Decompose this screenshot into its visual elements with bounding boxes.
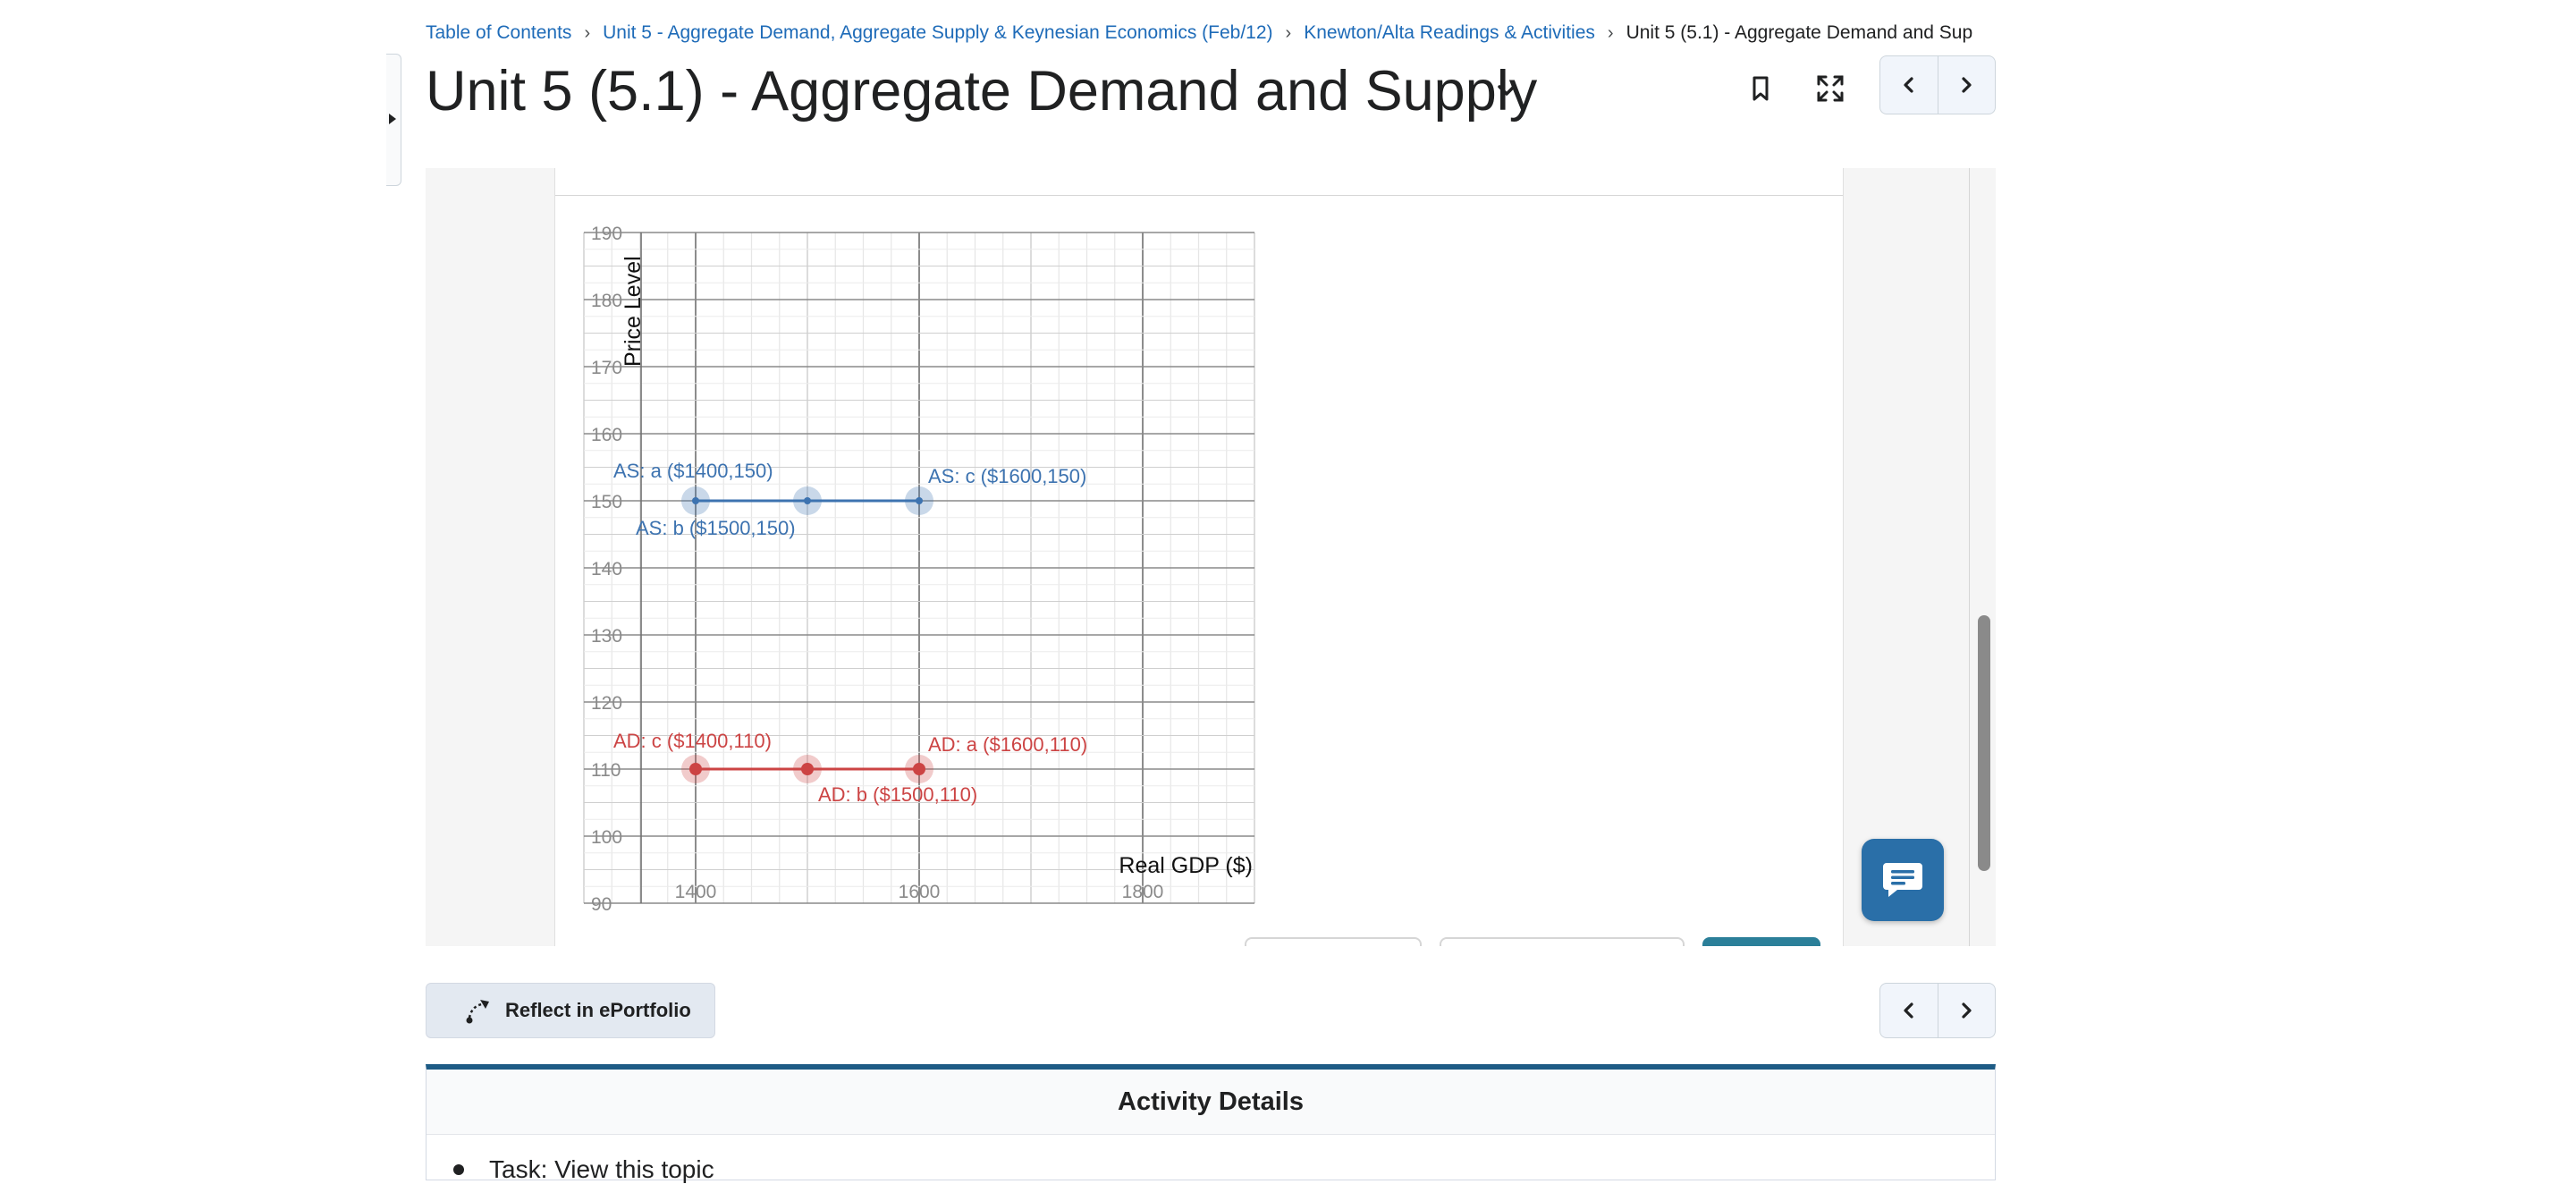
chevron-down-icon [1498,85,1516,96]
activity-task-text: Task: View this topic [489,1155,714,1183]
y-tick-label: 170 [591,358,622,378]
sidebar-toggle[interactable] [386,54,401,186]
y-tick-label: 150 [591,492,622,512]
y-tick-label: 130 [591,626,622,647]
fullscreen-icon [1817,75,1844,102]
next-topic-button[interactable] [1937,56,1996,114]
activity-panel: 90 100 110 120 130 140 150 160 170 180 190 1400 1600… [554,168,1844,946]
bookmark-icon [1753,76,1769,101]
data-label: AD: c ($1400,110) [613,730,772,752]
next-topic-button[interactable] [1937,984,1996,1037]
previous-topic-button[interactable] [1880,984,1938,1037]
previous-topic-button[interactable] [1880,56,1938,114]
breadcrumb-table-of-contents[interactable]: Table of Contents [426,22,572,43]
breadcrumb-current: Unit 5 (5.1) - Aggregate Demand and Sup [1626,22,1973,43]
bullet-icon [453,1164,464,1175]
title-dropdown[interactable] [1493,77,1520,104]
y-tick-label: 190 [591,224,622,244]
activity-details: Activity Details Task: View this topic [426,1064,1996,1183]
content-frame: 90 100 110 120 130 140 150 160 170 180 190 1400 1600… [426,168,1996,946]
x-axis-label: Real GDP ($) [1119,853,1253,878]
data-point [916,497,923,504]
caret-right-icon [389,114,396,124]
fullscreen-button[interactable] [1810,70,1851,107]
y-axis-label: Price Level [621,256,646,367]
chevron-right-icon: › [584,22,591,43]
data-point [804,497,811,504]
y-tick-label: 160 [591,425,622,445]
chevron-right-icon [1962,1002,1972,1019]
y-tick-label: 180 [591,291,622,311]
reflect-label: Reflect in ePortfolio [505,999,691,1021]
secondary-button[interactable] [1440,937,1685,946]
chat-icon [1883,863,1922,897]
page-title: Unit 5 (5.1) - Aggregate Demand and Supp… [426,60,1538,123]
chevron-right-icon: › [1285,22,1292,43]
chevron-left-icon [1904,1002,1913,1019]
data-point [689,763,702,775]
breadcrumb-unit-5[interactable]: Unit 5 - Aggregate Demand, Aggregate Sup… [603,22,1273,43]
data-point [913,763,925,775]
data-label: AS: c ($1600,150) [928,465,1086,487]
activity-task: Task: View this topic [453,1155,714,1184]
scroll-track [1969,168,1970,946]
chat-button[interactable] [1862,839,1944,921]
scrollbar-thumb[interactable] [1978,615,1990,871]
x-tick-label: 1800 [1122,882,1164,902]
reflect-eportfolio-button[interactable]: Reflect in ePortfolio [426,983,715,1038]
y-tick-label: 140 [591,559,622,579]
chevron-right-icon: › [1607,22,1614,43]
ad-as-chart: 90 100 110 120 130 140 150 160 170 180 190 1400 1600… [583,224,1255,915]
data-label: AS: a ($1400,150) [613,460,773,482]
data-point [692,497,699,504]
breadcrumb: Table of Contents › Unit 5 - Aggregate D… [426,20,1992,47]
data-label: AS: b ($1500,150) [636,517,796,539]
topic-navigation-top [1879,55,1996,114]
panel-divider [555,195,1843,196]
y-tick-label: 120 [591,693,622,714]
secondary-button[interactable] [1245,937,1422,946]
chevron-left-icon [1904,77,1913,93]
y-tick-label: 110 [591,760,621,781]
chevron-right-icon [1962,77,1972,93]
bookmark-button[interactable] [1742,70,1779,107]
y-tick-label: 100 [591,827,622,848]
activity-details-heading: Activity Details [427,1070,1995,1135]
x-tick-label: 1400 [675,882,717,902]
data-label: AD: a ($1600,110) [928,733,1087,756]
data-point [801,763,814,775]
y-tick-label: 90 [591,894,612,915]
x-tick-label: 1600 [899,882,941,902]
primary-button[interactable] [1702,937,1820,946]
eportfolio-icon [466,1000,489,1024]
data-label: AD: b ($1500,110) [818,783,977,806]
topic-navigation-bottom [1879,983,1996,1038]
breadcrumb-readings-activities[interactable]: Knewton/Alta Readings & Activities [1304,22,1595,43]
